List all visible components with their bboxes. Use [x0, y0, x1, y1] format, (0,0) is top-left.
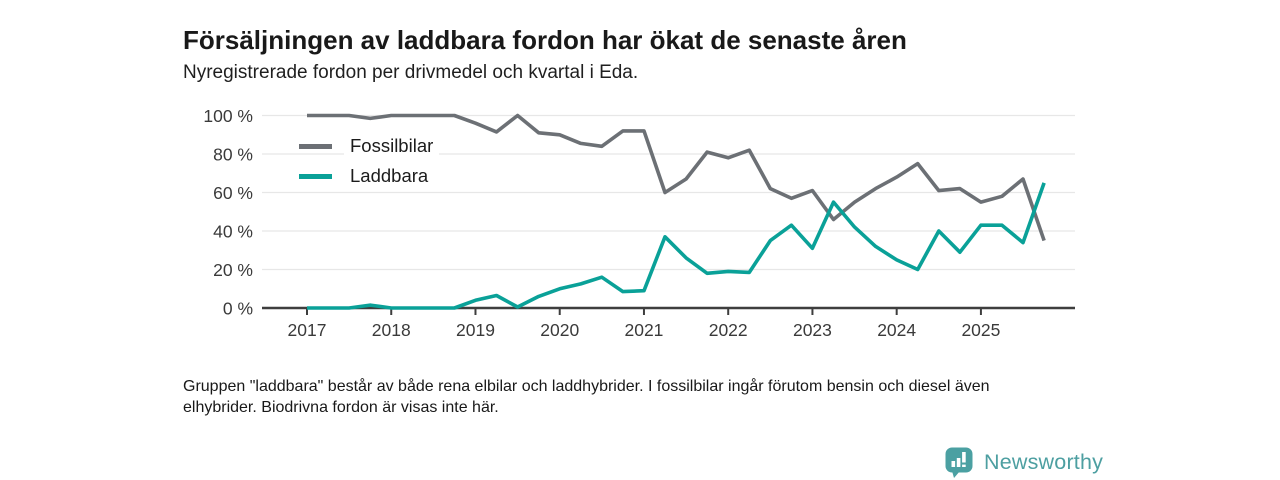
legend-label-laddbara: Laddbara	[344, 164, 435, 188]
chart-subtitle: Nyregistrerade fordon per drivmedel och …	[183, 62, 639, 83]
x-tick-label: 2025	[961, 320, 1000, 340]
y-tick-label: 0 %	[223, 299, 253, 319]
y-tick-label: 100 %	[203, 106, 253, 126]
x-tick-label: 2021	[624, 320, 663, 340]
chart-legend: Fossilbilar Laddbara	[299, 134, 440, 194]
x-tick-label: 2019	[456, 320, 495, 340]
newsworthy-logo[interactable]: Newsworthy	[944, 446, 1103, 479]
newsworthy-logo-icon	[945, 447, 973, 478]
x-tick-label: 2017	[288, 320, 327, 340]
y-tick-label: 80 %	[213, 145, 253, 165]
x-tick-label: 2023	[793, 320, 832, 340]
legend-item-laddbara: Laddbara	[299, 164, 439, 188]
chart-svg: 0 % 20 % 40 % 60 % 80 % 100 % 2017 2018 2019 2020…	[203, 106, 1075, 340]
series-line-laddbara	[307, 182, 1046, 310]
series-line-fossilbilar	[307, 113, 1046, 242]
y-tick-label: 60 %	[213, 183, 253, 203]
x-tick-label: 2018	[372, 320, 411, 340]
x-tick-label: 2022	[709, 320, 748, 340]
legend-swatch-laddbara	[299, 173, 332, 179]
newsworthy-logo-text: Newsworthy	[984, 450, 1104, 474]
x-tick-label: 2020	[540, 320, 579, 340]
footnote: Gruppen "laddbara" består av både rena e…	[183, 378, 990, 416]
legend-swatch-fossilbilar	[299, 143, 332, 149]
y-tick-label: 20 %	[213, 260, 253, 280]
legend-item-fossilbilar: Fossilbilar	[299, 134, 440, 158]
y-tick-label: 40 %	[213, 222, 253, 242]
legend-label-fossilbilar: Fossilbilar	[344, 134, 440, 158]
x-tick-label: 2024	[877, 320, 916, 340]
chart-title: Försäljningen av laddbara fordon har öka…	[183, 25, 907, 56]
